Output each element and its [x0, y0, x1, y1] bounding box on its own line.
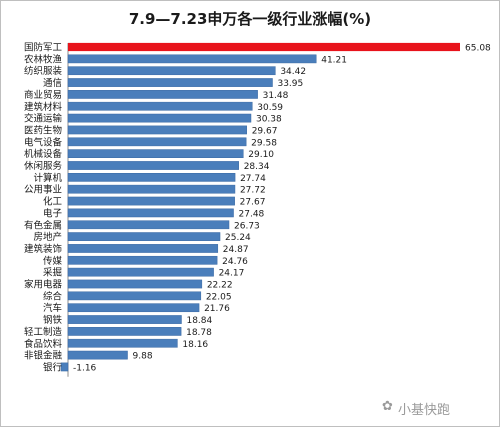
- category-label: 轻工制造: [24, 326, 63, 338]
- value-label: 24.87: [223, 245, 249, 255]
- category-label: 休闲服务: [24, 160, 63, 172]
- bar-6: [67, 113, 252, 123]
- chart-title: 7.9—7.23申万各一级行业涨幅(%): [128, 10, 372, 28]
- bar-10: [67, 161, 239, 170]
- value-label: 22.22: [207, 281, 233, 291]
- category-label: 传媒: [43, 255, 63, 267]
- value-label: 18.16: [182, 340, 208, 350]
- value-label: 41.21: [321, 55, 347, 65]
- value-label: 24.17: [219, 269, 245, 279]
- category-label: 机械设备: [24, 148, 63, 160]
- value-label: 29.10: [248, 150, 274, 160]
- category-label: 非银金融: [24, 350, 63, 362]
- category-label: 采掘: [43, 267, 62, 279]
- category-label: 钢铁: [43, 314, 63, 326]
- bar-2: [67, 66, 276, 76]
- bar-22: [67, 303, 200, 313]
- bar-21: [67, 291, 202, 301]
- value-label: 30.59: [257, 103, 283, 113]
- bar-25: [67, 338, 178, 348]
- bar-5: [67, 101, 253, 111]
- category-label: 建筑材料: [24, 101, 63, 113]
- bar-14: [67, 208, 234, 218]
- bar-19: [67, 267, 214, 277]
- category-label: 计算机: [33, 172, 62, 184]
- category-label: 有色金属: [24, 219, 62, 231]
- category-label: 医药生物: [24, 124, 63, 136]
- bar-15: [67, 220, 230, 230]
- bar-9: [67, 149, 244, 159]
- bar-11: [67, 173, 236, 182]
- bar-0: [68, 42, 460, 52]
- bar-26: [67, 350, 128, 360]
- value-label: 21.76: [204, 304, 230, 314]
- value-label: 27.74: [240, 174, 266, 184]
- value-label: 27.72: [240, 186, 266, 196]
- bar-27: [60, 362, 69, 372]
- value-label: -1.16: [73, 363, 97, 373]
- value-label: 31.48: [263, 91, 289, 101]
- category-label: 通信: [43, 77, 62, 89]
- bar-18: [67, 255, 218, 265]
- bar-17: [67, 244, 219, 253]
- value-label: 33.95: [277, 79, 303, 89]
- bar-7: [67, 125, 247, 135]
- category-label: 家用电器: [24, 279, 63, 291]
- value-label: 29.67: [252, 126, 278, 136]
- value-label: 18.84: [186, 316, 212, 326]
- category-label: 商业贸易: [24, 89, 62, 101]
- category-label: 国防军工: [24, 42, 63, 54]
- category-label: 食品饮料: [24, 338, 63, 350]
- bar-23: [67, 315, 182, 324]
- wechat-icon: ✿: [382, 399, 393, 414]
- bar-12: [67, 184, 236, 194]
- value-label: 9.88: [133, 352, 153, 362]
- category-label: 纺织服装: [24, 65, 63, 77]
- value-label: 30.38: [256, 115, 282, 125]
- category-label: 综合: [43, 290, 63, 302]
- value-label: 65.08: [465, 44, 491, 54]
- value-label: 29.58: [251, 138, 277, 148]
- value-label: 25.24: [225, 233, 251, 243]
- value-label: 22.05: [206, 292, 232, 302]
- category-label: 农林牧渔: [24, 53, 63, 65]
- category-label: 公用事业: [24, 184, 62, 196]
- value-label: 24.76: [222, 257, 248, 267]
- bar-3: [67, 78, 273, 87]
- value-label: 26.73: [234, 221, 260, 231]
- bar-16: [67, 232, 221, 241]
- bar-1: [67, 54, 317, 64]
- category-label: 交通运输: [24, 113, 63, 125]
- value-label: 34.42: [280, 67, 306, 77]
- bar-13: [67, 196, 235, 206]
- bar-4: [67, 90, 258, 99]
- value-label: 18.78: [186, 328, 212, 338]
- bar-24: [67, 327, 182, 336]
- bar-8: [67, 137, 247, 147]
- category-label: 建筑装饰: [24, 243, 62, 255]
- category-label: 电子: [43, 207, 63, 219]
- value-label: 28.34: [244, 162, 270, 172]
- bar-20: [67, 279, 203, 289]
- category-label: 化工: [43, 196, 63, 208]
- watermark-text: 小基快跑: [398, 403, 451, 418]
- category-label: 房地产: [33, 231, 62, 243]
- category-label: 电气设备: [24, 136, 63, 148]
- category-label: 汽车: [43, 302, 62, 314]
- value-label: 27.67: [240, 198, 266, 208]
- category-label: 银行: [43, 361, 63, 373]
- value-label: 27.48: [239, 209, 265, 219]
